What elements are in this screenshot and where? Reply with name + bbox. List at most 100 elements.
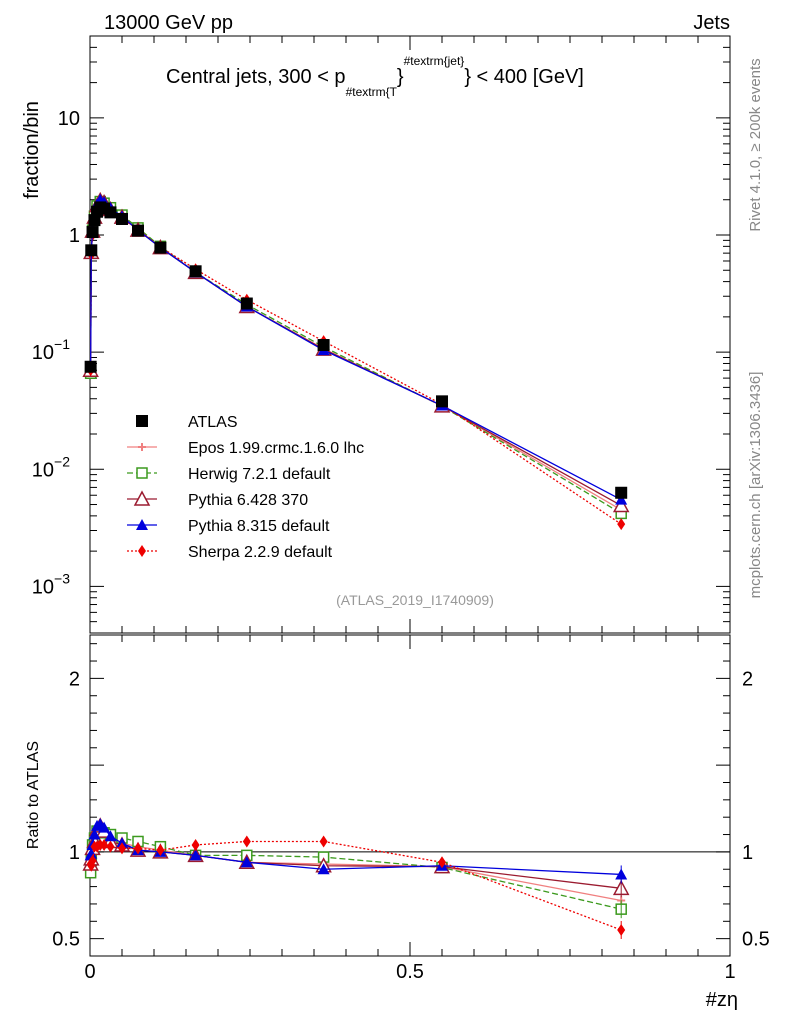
y-tick-label-base: 10: [32, 342, 54, 364]
data-point: [116, 212, 128, 225]
series-line: [89, 200, 622, 514]
legend: ATLAS Epos 1.99.crmc.1.6.0 lhc Herwig 7.2.…: [127, 414, 364, 561]
title-sup: #textrm{jet}: [404, 54, 465, 68]
top-series-group: [82, 191, 630, 531]
y-tick-label-exponent: −3: [54, 570, 70, 586]
x-tick-label: 0: [84, 961, 95, 983]
ratio-point: [134, 842, 142, 855]
header-left: 13000 GeV pp: [104, 12, 233, 34]
y-tick-label-base: 10: [32, 459, 54, 481]
y-tick-label-top: 10−1: [32, 336, 70, 364]
chart-title: Central jets, 300 < p#textrm{T}#textrm{j…: [166, 54, 584, 99]
ratio-point: [438, 856, 446, 869]
x-axis-ticks: 0 0.5 1: [84, 36, 736, 983]
y-tick-label-bottom-right: 2: [742, 668, 753, 690]
legend-entry: Pythia 8.315 default: [127, 518, 330, 535]
series-0: [84, 201, 628, 499]
y-tick-label-bottom-right: 0.5: [742, 929, 770, 951]
ratio-line: [90, 823, 622, 876]
legend-marker: [136, 415, 148, 427]
legend-entry: Pythia 6.428 370: [127, 490, 308, 509]
legend-label: Herwig 7.2.1 default: [188, 466, 331, 483]
y-tick-label-base: 10: [58, 108, 80, 130]
title-sub: #textrm{T: [346, 85, 398, 99]
ratio-point: [98, 821, 111, 833]
y-tick-label-bottom-left: 0.5: [52, 929, 80, 951]
ratio-line: [90, 828, 622, 902]
ratio-point: [240, 856, 253, 868]
legend-entry: Sherpa 2.2.9 default: [127, 544, 333, 561]
legend-label: Pythia 8.315 default: [188, 518, 330, 535]
data-point: [317, 339, 330, 352]
ratio-line: [90, 840, 622, 931]
series-line: [89, 200, 622, 511]
ratio-plot-frame: [89, 634, 731, 957]
title-rest: } < 400 [GeV]: [464, 66, 584, 88]
data-point: [615, 493, 628, 505]
data-point: [84, 360, 97, 373]
header-right: Jets: [693, 12, 730, 34]
series-2: [84, 195, 627, 520]
data-point: [132, 224, 144, 237]
data-point: [104, 206, 117, 219]
x-tick-label: 0.5: [396, 961, 424, 983]
title-brace: }: [397, 66, 404, 88]
legend-label: Sherpa 2.2.9 default: [188, 544, 333, 561]
ratio-point: [317, 863, 330, 875]
legend-entry: Epos 1.99.crmc.1.6.0 lhc: [127, 440, 364, 457]
x-axis-label: #zη: [706, 989, 738, 1011]
data-point: [617, 518, 626, 531]
data-point: [85, 244, 98, 257]
x-tick-label: 1: [724, 961, 735, 983]
ratio-point: [88, 854, 97, 867]
y-tick-label-top: 10−3: [32, 570, 70, 598]
ratio-point: [104, 830, 117, 842]
ratio-point: [319, 835, 328, 848]
y-tick-label-bottom-left: 2: [69, 668, 80, 690]
ratio-series-2: [82, 817, 630, 898]
series-4: [84, 193, 628, 505]
ratio-point: [88, 828, 101, 840]
legend-label: Pythia 6.428 370: [188, 492, 308, 509]
rivet-label: Rivet 4.1.0, ≥ 200k events: [747, 58, 764, 231]
ratio-series-group: [82, 817, 630, 939]
series-line: [89, 199, 622, 507]
data-point: [240, 297, 253, 310]
ratio-series-0: [86, 825, 626, 910]
y-axis-label-bottom: Ratio to ATLAS: [25, 741, 42, 849]
legend-marker: [138, 545, 146, 557]
legend-marker: [133, 490, 151, 506]
data-point: [615, 486, 628, 499]
y-tick-label-base: 1: [69, 225, 80, 247]
y-tick-label-bottom-left: 1: [69, 842, 80, 864]
y-tick-label-top: 10: [58, 108, 80, 130]
title-main: Central jets, 300 < p: [166, 66, 346, 88]
legend-label: ATLAS: [188, 414, 238, 431]
y-tick-label-top: 1: [69, 225, 80, 247]
mcplots-label: mcplots.cern.ch [arXiv:1306.3436]: [747, 372, 764, 599]
data-point: [86, 226, 99, 239]
ratio-point: [100, 838, 109, 851]
ratio-point: [156, 844, 165, 857]
y-tick-label-base: 10: [32, 576, 54, 598]
series-1: [86, 197, 626, 514]
ratio-point: [242, 835, 251, 848]
bottom-axis-ticks: 2 2 1 1 0.5 0.5: [52, 643, 770, 951]
legend-marker: [136, 519, 148, 530]
legend-marker: [136, 467, 148, 479]
legend-label: Epos 1.99.crmc.1.6.0 lhc: [188, 440, 364, 457]
data-point: [436, 395, 448, 408]
y-tick-label-top: 10−2: [32, 453, 70, 481]
main-plot-frame: [89, 35, 731, 634]
ratio-series-4: [86, 835, 626, 939]
y-tick-label-bottom-right: 1: [742, 842, 753, 864]
ratio-point: [85, 847, 98, 859]
data-point: [612, 496, 630, 513]
analysis-label: (ATLAS_2019_I1740909): [336, 592, 494, 608]
ratio-point: [191, 838, 200, 851]
y-axis-label-top: fraction/bin: [21, 101, 43, 199]
legend-entry: ATLAS: [136, 414, 238, 431]
ratio-line: [89, 824, 622, 889]
